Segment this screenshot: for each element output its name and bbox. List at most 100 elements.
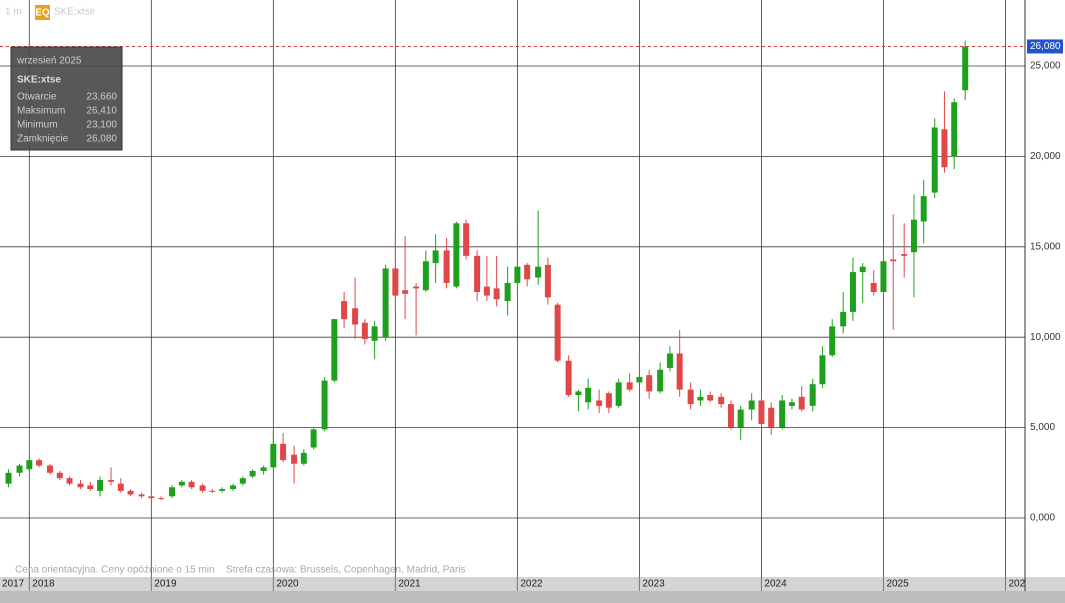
candle-body: [219, 489, 226, 491]
candle-body: [941, 129, 948, 168]
candle-body: [188, 481, 195, 488]
tooltip-value: 23,660: [86, 92, 117, 103]
candle-body: [371, 326, 378, 341]
candle-body: [352, 308, 359, 325]
candle-body: [697, 396, 704, 401]
candle-body: [413, 286, 420, 289]
tooltip-box: [10, 46, 123, 151]
candle-body: [951, 102, 958, 157]
candle-body: [474, 255, 481, 292]
candle-body: [432, 250, 439, 264]
candle-body: [849, 272, 856, 312]
candle-body: [666, 353, 673, 368]
candle-body: [300, 452, 307, 464]
candle-body: [117, 483, 124, 491]
x-tick-label: 2021: [398, 579, 421, 590]
candle-body: [230, 485, 237, 490]
candle-body: [779, 400, 786, 428]
candle-body: [87, 485, 94, 490]
candle-body: [77, 483, 84, 488]
candle-body: [260, 467, 267, 471]
candle-body: [108, 480, 115, 482]
tooltip-label: Maksimum: [17, 106, 65, 117]
x-axis-band: [0, 577, 1065, 591]
x-tick-label: 2023: [642, 579, 665, 590]
candle-body: [819, 355, 826, 385]
badge-box: [35, 5, 50, 20]
interval: 1 m: [5, 7, 22, 18]
candle-body: [565, 360, 572, 396]
candle-body: [361, 322, 368, 339]
candle-body: [392, 268, 399, 296]
candle-body: [585, 387, 592, 403]
candle-body: [97, 480, 104, 491]
y-tick-label: 25,000: [1030, 61, 1061, 72]
candle-body: [544, 264, 551, 298]
y-tick-label: 10,000: [1030, 332, 1061, 343]
y-tick-label: 5,000: [1030, 422, 1055, 433]
candle-body: [962, 46, 969, 91]
candle-body: [707, 395, 714, 401]
candle-body: [829, 326, 836, 356]
tooltip-label: Minimum: [17, 120, 58, 131]
candle-body: [535, 266, 542, 278]
candle-body: [605, 393, 612, 408]
footer-timezone: Strefa czasowa: Brussels, Copenhagen, Ma…: [226, 565, 466, 576]
scrollbar[interactable]: [0, 591, 1065, 603]
candle-body: [626, 382, 633, 390]
candle-body: [280, 443, 287, 461]
symbol: SKE:xtse: [54, 7, 96, 18]
candle-body: [36, 460, 43, 466]
x-tick-label: 2020: [276, 579, 299, 590]
candle-body: [483, 286, 490, 296]
candle-body: [422, 261, 429, 291]
tooltip-value: 26,080: [86, 134, 117, 145]
candle-body: [748, 400, 755, 410]
candle-body: [554, 304, 561, 361]
y-tick-label: 0,000: [1030, 513, 1055, 524]
y-tick-label: 15,000: [1030, 241, 1061, 252]
candle-body: [331, 319, 338, 381]
candle-body: [127, 490, 134, 495]
candle-body: [596, 400, 603, 406]
y-tick-label: 20,000: [1030, 151, 1061, 162]
candle-body: [158, 498, 165, 500]
footer-note: Cena orientacyjna. Ceny opóźnione o 15 m…: [15, 565, 215, 576]
candle-body: [310, 429, 317, 448]
candle-body: [798, 396, 805, 410]
candle-body: [239, 478, 246, 484]
candle-body: [524, 264, 531, 280]
x-tick-label: 2018: [32, 579, 55, 590]
tooltip-value: 23,100: [86, 120, 117, 131]
x-tick-label: 2025: [886, 579, 909, 590]
candle-body: [880, 261, 887, 292]
candle-body: [788, 402, 795, 406]
candle-body: [47, 465, 54, 473]
last-price-label: 26,080: [1030, 41, 1061, 52]
candle-body: [66, 478, 73, 484]
candle-body: [178, 481, 185, 486]
x-tick-label: 2019: [154, 579, 177, 590]
candle-body: [920, 196, 927, 222]
candle-body: [148, 496, 155, 499]
candle-body: [199, 485, 206, 491]
candle-body: [931, 127, 938, 193]
candle-body: [26, 460, 33, 470]
candle-body: [382, 268, 389, 338]
tooltip-label: Zamknięcie: [17, 134, 69, 145]
candle-body: [341, 301, 348, 320]
candle-body: [504, 282, 511, 302]
candle-body: [56, 472, 63, 479]
candle-body: [768, 407, 775, 428]
candle-body: [615, 382, 622, 406]
candle-body: [910, 219, 917, 253]
candle-body: [463, 223, 470, 256]
x-tick-label: 2017: [2, 579, 25, 590]
candle-body: [402, 290, 409, 294]
candle-body: [453, 223, 460, 287]
candle-body: [270, 443, 277, 468]
x-tick-label: 2022: [520, 579, 543, 590]
candle-body: [718, 396, 725, 405]
tooltip: wrzesień 2025 SKE:xtse Otwarcie 23,660 Mak…: [10, 46, 123, 151]
candle-body: [676, 353, 683, 390]
